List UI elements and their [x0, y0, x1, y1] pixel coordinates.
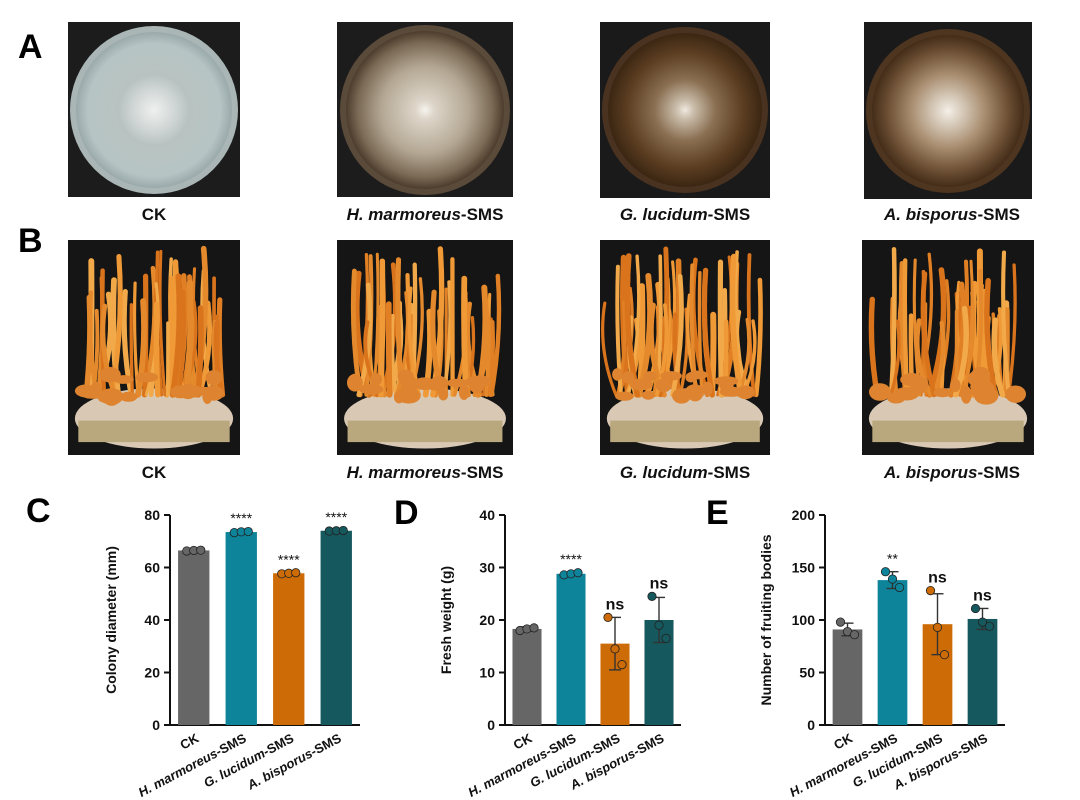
dish-label-a-bisporus: A. bisporus-SMS [883, 205, 1020, 224]
petri-dish-photo-h-marmoreus [337, 22, 513, 197]
significance-label: ns [606, 596, 625, 613]
fruiting-label-h-marmoreus: H. marmoreus-SMS [346, 463, 504, 482]
significance-label: **** [230, 510, 252, 526]
panel-letter-b: B [18, 222, 43, 260]
y-axis-label: Number of fruiting bodies [758, 534, 774, 705]
y-tick-label: 20 [479, 612, 495, 628]
y-tick-label: 0 [152, 717, 160, 733]
significance-label: ** [887, 551, 898, 567]
y-axis-label: Fresh weight (g) [438, 566, 454, 674]
data-point [932, 622, 943, 632]
data-point [939, 650, 950, 660]
dish-label-h-marmoreus: H. marmoreus-SMS [346, 205, 504, 224]
significance-label: **** [325, 509, 347, 525]
fruiting-body-photo-h-marmoreus [337, 240, 513, 455]
bar [832, 629, 863, 725]
data-point [338, 525, 348, 536]
petri-dish-photo-g-lucidum [600, 22, 770, 198]
panel-letter-d: D [394, 494, 419, 532]
significance-label: ns [650, 575, 669, 592]
y-tick-label: 80 [144, 507, 160, 523]
y-axis-label: Colony diameter (mm) [103, 546, 119, 694]
data-point [617, 660, 627, 670]
y-tick-label: 0 [487, 717, 495, 733]
y-tick-label: 150 [792, 560, 816, 576]
bar [556, 573, 586, 725]
y-tick-label: 20 [144, 665, 160, 681]
bar [225, 532, 257, 725]
significance-label: **** [278, 551, 300, 567]
fruiting-label-a-bisporus: A. bisporus-SMS [883, 463, 1020, 482]
data-point [529, 623, 539, 633]
data-point [603, 612, 613, 622]
panel-letter-a: A [18, 28, 43, 66]
y-tick-label: 60 [144, 560, 160, 576]
petri-dish-photo-a-bisporus [864, 22, 1032, 199]
fruiting-label-ck: CK [141, 463, 167, 482]
data-point [654, 620, 664, 630]
bar [320, 530, 352, 725]
dish-label-ck: CK [141, 205, 167, 224]
y-tick-label: 10 [479, 665, 495, 681]
fruiting-body-photo-a-bisporus [862, 240, 1034, 455]
data-point [880, 567, 891, 577]
fruiting-label-g-lucidum: G. lucidum-SMS [619, 463, 751, 482]
bar [178, 550, 210, 725]
y-tick-label: 40 [479, 507, 495, 523]
bar [877, 580, 908, 725]
significance-label: ns [973, 587, 992, 604]
data-point [887, 574, 898, 584]
y-tick-label: 30 [479, 560, 495, 576]
data-point [610, 644, 620, 654]
bar [967, 618, 998, 725]
y-tick-label: 40 [144, 612, 160, 628]
x-tick-label: CK [511, 730, 535, 752]
y-tick-label: 100 [792, 612, 816, 628]
panel-letter-e: E [706, 494, 729, 532]
data-point [661, 633, 671, 643]
data-point [291, 568, 301, 578]
data-point [925, 586, 936, 596]
data-point [196, 545, 206, 555]
data-point [977, 617, 988, 627]
x-tick-label: CK [831, 730, 855, 752]
bar [273, 573, 305, 725]
x-tick-label: CK [178, 730, 202, 752]
dish-label-g-lucidum: G. lucidum-SMS [619, 205, 751, 224]
fruiting-body-photo-g-lucidum [600, 240, 770, 455]
y-tick-label: 200 [792, 507, 816, 523]
data-point [243, 526, 253, 537]
y-tick-label: 50 [799, 665, 815, 681]
data-point [984, 621, 995, 631]
panel-letter-c: C [26, 492, 51, 530]
data-point [647, 591, 657, 601]
y-tick-label: 0 [807, 717, 815, 733]
data-point [849, 630, 860, 640]
fruiting-bodies-chart: Number of fruiting bodies 0 50 100 150 200 CK *… [758, 507, 1005, 798]
bar [512, 628, 542, 725]
data-point [573, 568, 583, 578]
petri-dish-photo-ck [68, 22, 240, 197]
significance-label: **** [560, 551, 582, 567]
fruiting-body-photo-ck [68, 240, 240, 455]
data-point [835, 617, 846, 627]
data-point [894, 582, 905, 593]
significance-label: ns [928, 570, 947, 587]
data-point [970, 603, 981, 614]
